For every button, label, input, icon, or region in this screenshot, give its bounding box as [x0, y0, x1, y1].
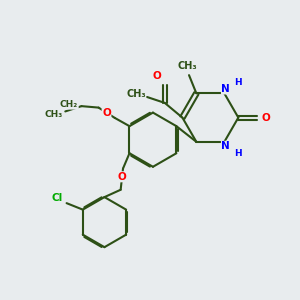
Text: H: H: [234, 78, 242, 87]
Text: CH₃: CH₃: [126, 89, 146, 99]
Text: N: N: [221, 84, 230, 94]
Text: CH₂: CH₂: [60, 100, 78, 109]
Text: H: H: [234, 148, 242, 158]
Text: O: O: [118, 172, 126, 182]
Text: Cl: Cl: [52, 193, 63, 203]
Text: CH₃: CH₃: [45, 110, 63, 119]
Text: CH₃: CH₃: [178, 61, 197, 71]
Text: O: O: [152, 71, 161, 81]
Text: N: N: [221, 141, 230, 151]
Text: O: O: [102, 108, 111, 118]
Text: O: O: [261, 112, 270, 123]
